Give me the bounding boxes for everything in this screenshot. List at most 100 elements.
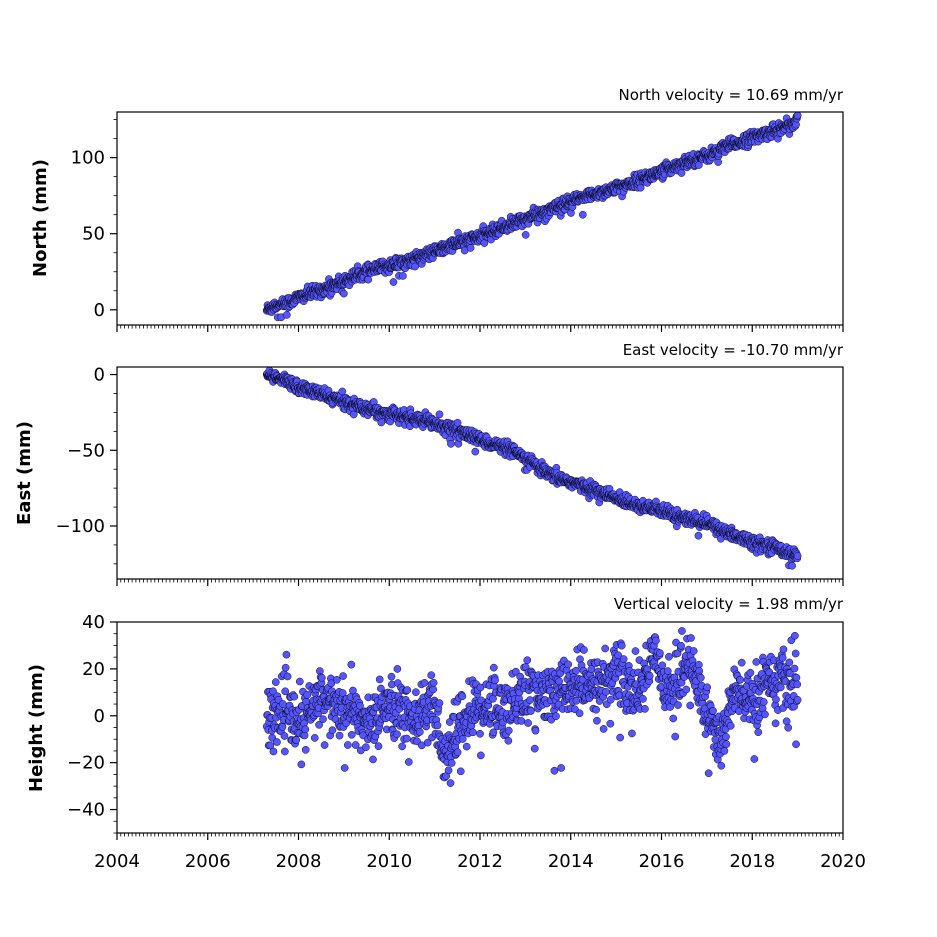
height-point xyxy=(656,649,664,657)
north-point xyxy=(466,244,475,252)
height-point xyxy=(412,688,420,696)
height-point xyxy=(279,700,287,708)
height-point xyxy=(281,747,289,756)
east-point xyxy=(447,440,455,448)
height-point xyxy=(458,692,467,701)
height-point xyxy=(580,646,588,654)
height-point xyxy=(476,751,485,760)
height-point xyxy=(435,699,444,707)
height-point xyxy=(746,668,755,677)
height-point xyxy=(403,686,412,694)
height-ytick-label: 20 xyxy=(82,659,105,680)
height-point xyxy=(393,730,401,739)
height-point xyxy=(599,725,608,733)
height-point xyxy=(268,733,277,742)
north-panel: North velocity = 10.69 mm/yr North (mm) … xyxy=(30,86,844,332)
height-point xyxy=(282,650,291,659)
height-point xyxy=(779,645,788,654)
height-point xyxy=(617,641,626,650)
height-point xyxy=(601,644,610,653)
height-point xyxy=(602,688,610,696)
north-point xyxy=(411,262,419,271)
height-point xyxy=(273,738,281,746)
height-point xyxy=(429,678,438,687)
xtick-label: 2014 xyxy=(548,851,594,872)
height-point xyxy=(362,743,370,752)
height-point xyxy=(555,677,563,686)
height-point xyxy=(327,679,336,688)
height-point xyxy=(564,660,573,669)
north-ylabel: North (mm) xyxy=(30,159,51,277)
height-point xyxy=(614,651,622,660)
height-point xyxy=(404,758,413,766)
height-point xyxy=(587,665,596,673)
xtick-label: 2010 xyxy=(366,851,412,872)
height-point xyxy=(658,661,667,670)
height-point xyxy=(292,736,301,744)
height-point xyxy=(356,701,364,710)
height-point xyxy=(469,728,477,737)
height-point xyxy=(717,761,726,770)
height-point xyxy=(639,695,647,703)
east-axes-frame xyxy=(116,366,844,580)
north-ytick-label: 50 xyxy=(82,224,105,245)
east-point xyxy=(377,418,386,427)
height-point xyxy=(736,675,744,684)
height-point xyxy=(369,755,377,764)
height-point xyxy=(398,742,406,751)
height-point xyxy=(283,672,292,681)
height-point xyxy=(606,695,615,704)
height-point xyxy=(592,705,600,714)
north-point xyxy=(389,278,398,286)
height-point xyxy=(374,742,383,751)
height-point xyxy=(387,672,396,681)
height-point xyxy=(752,658,761,666)
height-point xyxy=(550,766,559,775)
north-ytick-label: 0 xyxy=(94,300,105,321)
height-point xyxy=(526,707,535,715)
height-point xyxy=(771,719,780,728)
height-point xyxy=(791,649,800,658)
height-point xyxy=(776,683,785,692)
height-ylabel: Height (mm) xyxy=(26,664,47,792)
height-point xyxy=(782,717,791,726)
height-point xyxy=(462,742,471,751)
height-point xyxy=(793,680,802,689)
east-point xyxy=(435,410,444,419)
height-point xyxy=(301,745,310,754)
height-point xyxy=(266,741,275,750)
height-point xyxy=(340,764,349,772)
east-point xyxy=(694,531,703,540)
east-point xyxy=(788,561,796,570)
height-point xyxy=(703,683,711,692)
height-point xyxy=(524,719,532,727)
height-point xyxy=(572,666,580,675)
height-point xyxy=(489,728,498,737)
north-point xyxy=(282,311,291,319)
xtick-label: 2016 xyxy=(639,851,685,872)
height-point xyxy=(686,701,695,710)
xtick-label: 2018 xyxy=(729,851,775,872)
east-point xyxy=(338,387,347,396)
height-ytick-label: 40 xyxy=(82,612,105,633)
east-point xyxy=(471,447,480,456)
north-points xyxy=(262,112,802,322)
height-point xyxy=(375,675,384,684)
north-point xyxy=(364,275,373,284)
height-point xyxy=(711,735,720,744)
height-point xyxy=(271,678,280,686)
height-point xyxy=(347,660,356,669)
height-point xyxy=(641,705,649,713)
height-point xyxy=(791,631,799,640)
height-point xyxy=(456,767,465,776)
height-point xyxy=(339,672,347,680)
height-point xyxy=(491,676,499,685)
height-point xyxy=(517,717,526,725)
height-point xyxy=(335,731,344,740)
height-point xyxy=(531,726,540,735)
height-point xyxy=(278,723,287,731)
height-point xyxy=(619,655,628,663)
height-points xyxy=(262,627,802,787)
height-point xyxy=(504,726,513,735)
